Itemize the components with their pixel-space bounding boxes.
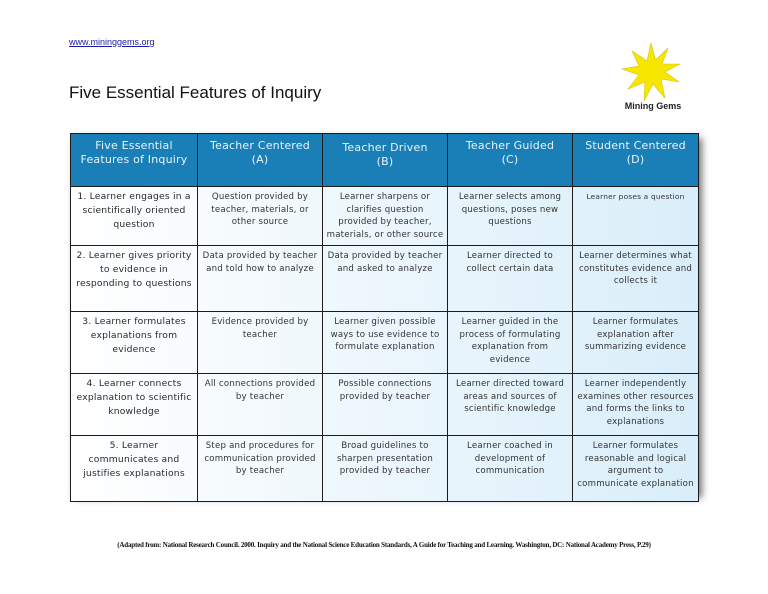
table-row: 3. Learner formulates explanations from … xyxy=(70,311,699,374)
inquiry-table: Five Essential Features of Inquiry Teache… xyxy=(70,133,699,502)
student-centered-cell: Learner formulates reasonable and logica… xyxy=(572,435,699,502)
teacher-driven-cell: Broad guidelines to sharpen presentation… xyxy=(322,435,448,502)
teacher-guided-cell: Learner coached in development of commun… xyxy=(447,435,573,502)
student-centered-cell: Learner determines what constitutes evid… xyxy=(572,245,699,312)
teacher-centered-cell: Data provided by teacher and told how to… xyxy=(197,245,323,312)
site-link[interactable]: www.mininggems.org xyxy=(69,37,155,47)
feature-cell: 1. Learner engages in a scientifically o… xyxy=(70,186,198,246)
column-header-teacher-centered: Teacher Centered (A) xyxy=(197,133,323,187)
column-header-teacher-driven: Teacher Driven (B) xyxy=(322,133,448,187)
teacher-centered-cell: Step and procedures for communication pr… xyxy=(197,435,323,502)
column-header-feature: Five Essential Features of Inquiry xyxy=(70,133,198,187)
teacher-driven-cell: Possible connections provided by teacher xyxy=(322,373,448,436)
feature-cell: 5. Learner communicates and justifies ex… xyxy=(70,435,198,502)
teacher-guided-cell: Learner directed toward areas and source… xyxy=(447,373,573,436)
logo-text: Mining Gems xyxy=(624,101,682,111)
citation: (Adapted from: National Research Council… xyxy=(117,541,651,549)
column-header-teacher-guided: Teacher Guided (C) xyxy=(447,133,573,187)
teacher-centered-cell: Evidence provided by teacher xyxy=(197,311,323,374)
teacher-centered-cell: All connections provided by teacher xyxy=(197,373,323,436)
table-row: 5. Learner communicates and justifies ex… xyxy=(70,435,699,502)
teacher-driven-cell: Data provided by teacher and asked to an… xyxy=(322,245,448,312)
yellow-star-icon xyxy=(620,42,681,102)
column-header-student-centered: Student Centered (D) xyxy=(572,133,699,187)
feature-cell: 3. Learner formulates explanations from … xyxy=(70,311,198,374)
feature-cell: 2. Learner gives priority to evidence in… xyxy=(70,245,198,312)
logo: Mining Gems xyxy=(612,40,692,120)
table-row: 2. Learner gives priority to evidence in… xyxy=(70,245,699,312)
table-header-row: Five Essential Features of Inquiry Teache… xyxy=(70,133,699,187)
student-centered-cell: Learner independently examines other res… xyxy=(572,373,699,436)
student-centered-cell: Learner poses a question xyxy=(572,186,699,246)
teacher-guided-cell: Learner directed to collect certain data xyxy=(447,245,573,312)
teacher-centered-cell: Question provided by teacher, materials,… xyxy=(197,186,323,246)
teacher-driven-cell: Learner given possible ways to use evide… xyxy=(322,311,448,374)
student-centered-cell: Learner formulates explanation after sum… xyxy=(572,311,699,374)
table-row: 4. Learner connects explanation to scien… xyxy=(70,373,699,436)
table-row: 1. Learner engages in a scientifically o… xyxy=(70,186,699,246)
teacher-guided-cell: Learner selects among questions, poses n… xyxy=(447,186,573,246)
page-title: Five Essential Features of Inquiry xyxy=(69,83,322,102)
feature-cell: 4. Learner connects explanation to scien… xyxy=(70,373,198,436)
teacher-guided-cell: Learner guided in the process of formula… xyxy=(447,311,573,374)
teacher-driven-cell: Learner sharpens or clarifies question p… xyxy=(322,186,448,246)
